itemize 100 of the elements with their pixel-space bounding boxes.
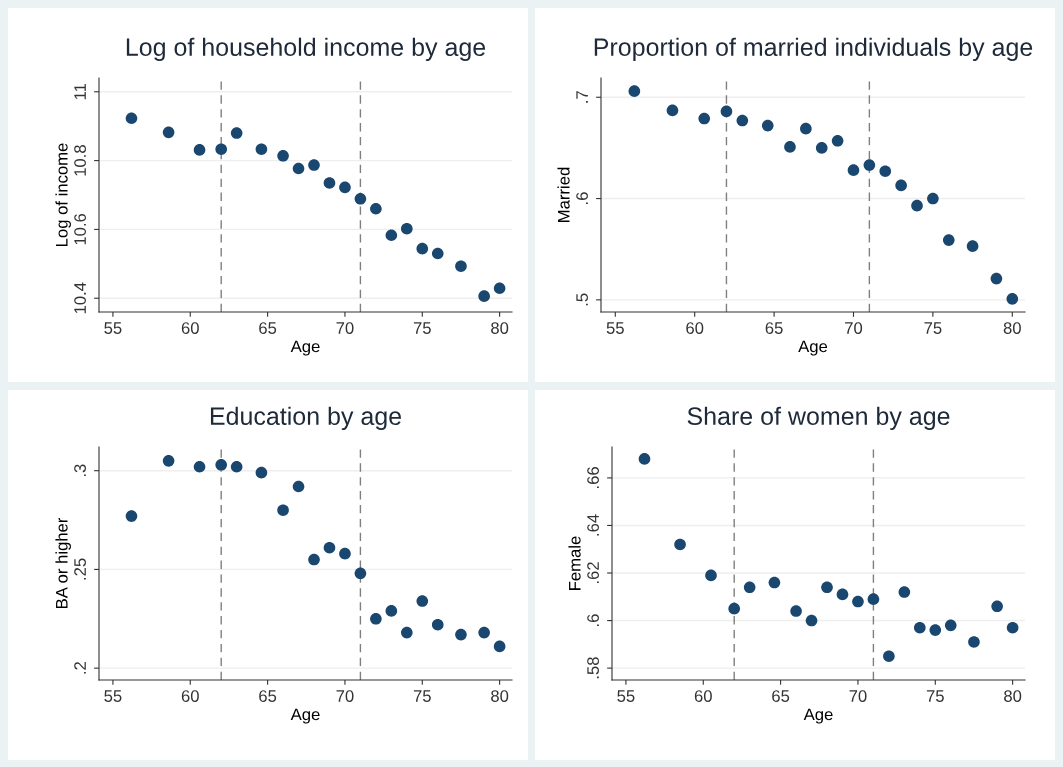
y-tick-label: .62: [587, 562, 599, 584]
point: [308, 159, 320, 171]
point: [493, 640, 506, 653]
x-tick-label: 65: [259, 690, 277, 702]
point: [478, 626, 490, 639]
point: [193, 460, 206, 473]
point: [895, 179, 907, 192]
point: [255, 466, 268, 479]
y-tick-label: .58: [587, 657, 599, 679]
point: [991, 600, 1003, 613]
x-tick-label: 80: [1003, 322, 1021, 334]
point: [914, 621, 926, 634]
point: [867, 593, 880, 605]
point: [370, 202, 382, 215]
x-tick-label: 75: [926, 690, 944, 702]
point: [230, 127, 243, 139]
point: [666, 104, 679, 117]
x-tick-label: 80: [491, 322, 509, 334]
point: [966, 240, 979, 252]
point: [385, 605, 398, 617]
x-tick-label: 55: [104, 690, 122, 702]
y-tick-label: 10.8: [74, 145, 86, 176]
y-tick-label: .6: [587, 614, 599, 626]
x-axis-title: Age: [290, 340, 320, 356]
point: [761, 119, 774, 132]
point: [831, 135, 844, 147]
y-tick-label: 11: [74, 83, 86, 100]
point: [478, 290, 490, 302]
chart-title: Log of household income by age: [126, 37, 486, 61]
point: [431, 618, 444, 631]
point: [929, 624, 942, 636]
point: [215, 143, 228, 156]
point: [815, 142, 828, 154]
point: [401, 626, 413, 639]
x-tick-label: 80: [1004, 690, 1022, 702]
point: [638, 453, 651, 465]
point: [784, 141, 796, 153]
x-tick-label: 60: [694, 690, 712, 702]
point: [162, 126, 175, 139]
point: [836, 588, 849, 601]
x-tick-label: 65: [772, 690, 790, 702]
point: [852, 595, 864, 608]
point: [990, 272, 1003, 285]
x-tick-label: 60: [686, 322, 704, 334]
x-tick-label: 75: [413, 690, 431, 702]
point: [705, 569, 717, 582]
y-tick-label: 10.4: [74, 282, 86, 314]
point: [455, 260, 467, 273]
point: [883, 650, 895, 663]
x-axis-title: Age: [798, 340, 828, 356]
x-tick-label: 70: [336, 690, 354, 702]
point: [255, 143, 268, 156]
x-tick-label: 60: [181, 322, 199, 334]
x-tick-label: 70: [845, 322, 863, 334]
x-tick-label: 80: [491, 690, 509, 702]
point: [1006, 621, 1019, 634]
y-axis-title: Log of income: [55, 143, 71, 246]
chart-title: Share of women by age: [687, 406, 950, 430]
x-tick-label: 65: [765, 322, 783, 334]
point: [370, 612, 382, 625]
x-axis-title: Age: [290, 708, 320, 724]
y-axis-title: Married: [557, 167, 570, 222]
point: [863, 159, 876, 171]
x-tick-label: 55: [606, 322, 624, 334]
point: [354, 192, 367, 205]
point: [308, 553, 320, 566]
x-tick-label: 75: [924, 322, 942, 334]
point: [162, 455, 175, 467]
point: [674, 538, 686, 551]
point: [431, 247, 444, 260]
x-axis-title: Age: [803, 708, 833, 724]
point: [879, 165, 892, 177]
x-tick-label: 70: [336, 322, 354, 334]
point: [193, 144, 206, 156]
point: [277, 504, 289, 516]
point: [847, 164, 860, 176]
point: [944, 619, 957, 632]
y-tick-label: .25: [74, 558, 86, 580]
point: [493, 282, 506, 295]
y-axis-title: BA or higher: [55, 517, 71, 608]
point: [230, 460, 243, 473]
point: [339, 181, 351, 194]
point: [805, 614, 818, 627]
y-tick-label: .6: [576, 192, 588, 204]
point: [1006, 293, 1019, 305]
point: [277, 149, 289, 162]
point: [736, 114, 749, 127]
point: [455, 628, 467, 641]
point: [339, 547, 351, 560]
y-tick-label: .66: [587, 467, 599, 488]
point: [416, 242, 429, 255]
y-tick-label: .3: [74, 464, 86, 477]
point: [323, 177, 336, 189]
y-tick-label: .7: [576, 91, 588, 103]
y-tick-label: 10.6: [74, 213, 86, 245]
point: [942, 234, 955, 246]
x-tick-label: 70: [849, 690, 867, 702]
point: [354, 567, 367, 580]
x-tick-label: 75: [413, 322, 431, 334]
y-tick-label: .64: [587, 514, 599, 536]
